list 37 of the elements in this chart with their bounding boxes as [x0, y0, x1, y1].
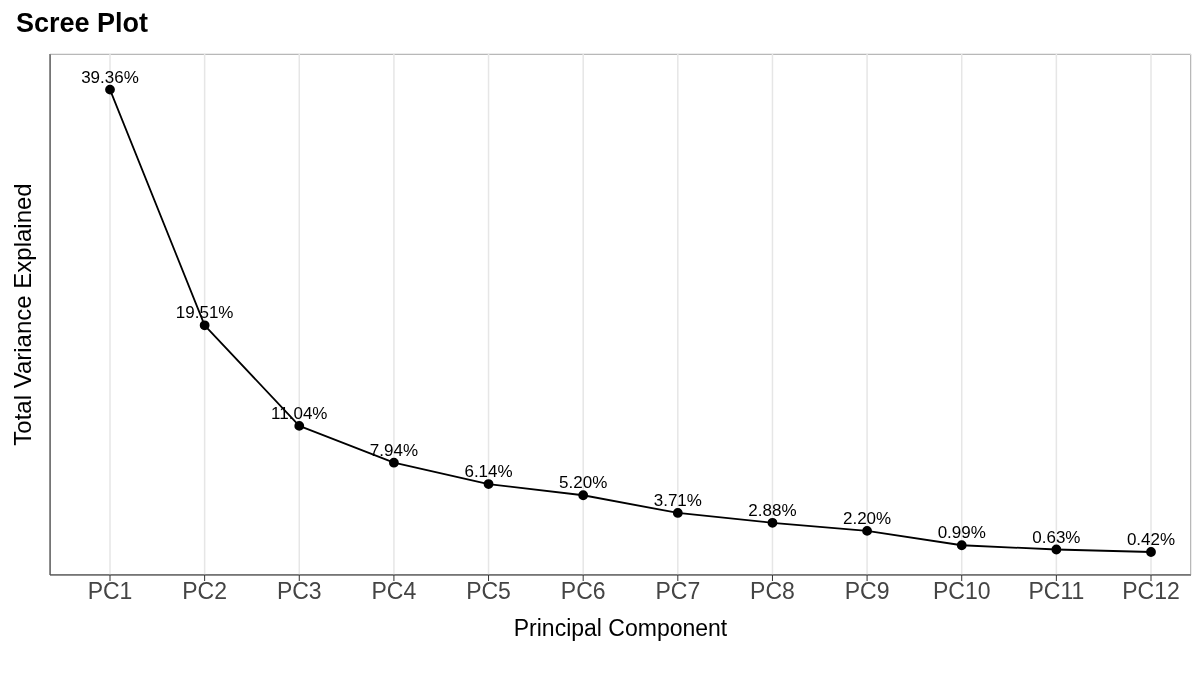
- x-tick-label: PC5: [466, 578, 511, 605]
- data-label: 0.99%: [937, 523, 986, 543]
- point: [105, 84, 115, 95]
- x-tick-label: PC12: [1122, 578, 1180, 605]
- point: [294, 421, 305, 431]
- data-label: 2.88%: [748, 500, 797, 520]
- point: [862, 525, 872, 536]
- x-tick-label: PC4: [371, 578, 417, 605]
- point: [578, 490, 589, 501]
- x-tick-label: PC11: [1028, 578, 1085, 605]
- point: [767, 517, 778, 528]
- x-tick-label: PC6: [560, 578, 606, 605]
- x-tick-label: PC1: [87, 578, 133, 605]
- y-axis-title: Total Variance Explained: [8, 183, 36, 446]
- x-tick-label: PC10: [932, 578, 991, 605]
- point: [956, 540, 967, 551]
- x-axis-title: Principal Component: [513, 615, 728, 641]
- x-tick-label: PC9: [844, 578, 890, 605]
- data-label: 5.20%: [559, 473, 608, 493]
- point: [199, 320, 210, 331]
- data-label: 0.42%: [1126, 530, 1176, 550]
- chart-title: Scree Plot: [16, 8, 150, 40]
- x-tick-label: PC7: [655, 578, 701, 605]
- data-label: 0.63%: [1032, 527, 1081, 547]
- data-label: 39.36%: [81, 67, 139, 87]
- data-label: 6.14%: [464, 462, 513, 482]
- data-label: 2.20%: [842, 508, 892, 528]
- x-tick-label: PC2: [182, 578, 228, 605]
- data-label: 3.71%: [653, 490, 702, 510]
- data-label: 7.94%: [369, 440, 419, 460]
- point: [1146, 547, 1156, 557]
- point: [483, 479, 494, 489]
- x-tick-label: PC8: [750, 578, 795, 605]
- point: [1051, 544, 1062, 555]
- point: [389, 457, 399, 468]
- point: [672, 508, 683, 518]
- x-tick-label: PC3: [276, 578, 322, 605]
